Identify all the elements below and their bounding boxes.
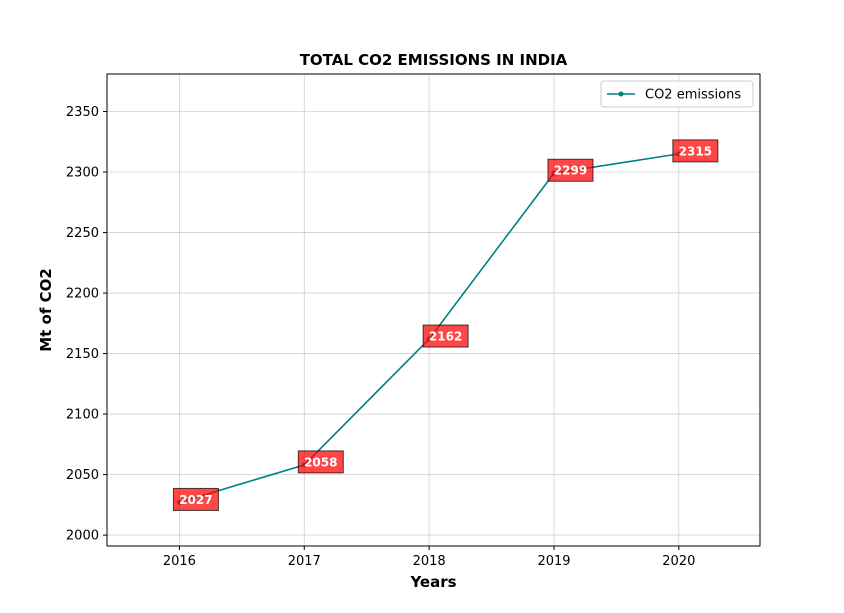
legend-entry-co2-emissions: CO2 emissions xyxy=(645,88,741,103)
x-tick-label: 2019 xyxy=(537,554,570,569)
data-label: 2027 xyxy=(179,493,212,507)
x-axis-ticks: 2016 2017 2018 2019 2020 xyxy=(163,546,695,569)
y-tick-label: 2250 xyxy=(66,226,99,241)
data-label: 2162 xyxy=(429,330,462,344)
data-label-box xyxy=(297,450,344,474)
data-label: 2058 xyxy=(304,455,337,469)
chart-title: TOTAL CO2 EMISSIONS IN INDIA xyxy=(300,51,568,69)
data-label-box xyxy=(422,324,469,348)
x-tick-label: 2016 xyxy=(163,554,196,569)
y-tick-label: 2300 xyxy=(66,166,99,181)
plot-area-frame xyxy=(106,73,761,547)
data-label: 2315 xyxy=(679,144,712,158)
data-label: 2299 xyxy=(554,164,587,178)
data-label-box xyxy=(672,139,719,163)
y-axis-ticks: 2000 2050 2100 2150 2200 2250 2300 2350 xyxy=(66,105,107,544)
x-tick-label: 2018 xyxy=(413,554,446,569)
legend: CO2 emissions xyxy=(600,80,754,108)
y-tick-label: 2050 xyxy=(66,468,99,483)
y-tick-label: 2100 xyxy=(66,408,99,423)
legend-box xyxy=(600,80,754,108)
data-labels-layer: 2027 2058 2162 2299 2315 xyxy=(172,139,719,511)
x-tick-label: 2017 xyxy=(288,554,321,569)
legend-marker-swatch xyxy=(618,91,624,97)
data-label-box xyxy=(547,158,594,182)
x-tick-label: 2020 xyxy=(662,554,695,569)
y-tick-label: 2150 xyxy=(66,347,99,362)
y-tick-label: 2000 xyxy=(66,529,99,544)
y-axis-label: Mt of CO2 xyxy=(37,268,55,352)
y-tick-label: 2200 xyxy=(66,287,99,302)
data-label-box xyxy=(172,487,219,511)
x-axis-label: Years xyxy=(409,573,456,591)
y-tick-label: 2350 xyxy=(66,105,99,120)
